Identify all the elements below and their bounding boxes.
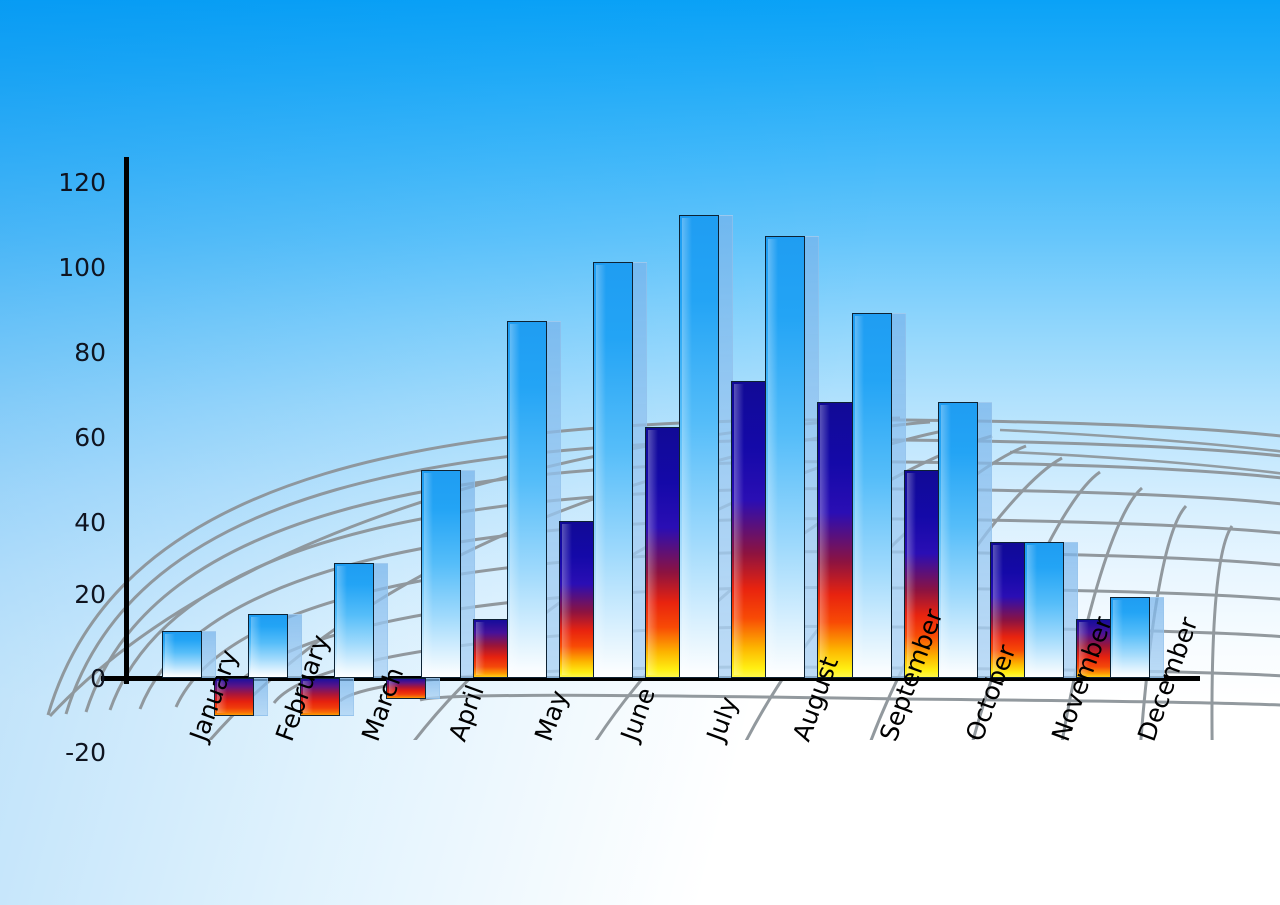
bar-gloss — [337, 566, 348, 675]
bar-series1-november — [1024, 542, 1078, 678]
y-axis-label-40: 40 — [74, 508, 106, 537]
bar-gloss — [648, 430, 658, 675]
x-axis-label-july: July — [701, 692, 744, 745]
bar-series1-july — [679, 214, 734, 678]
bar-face — [593, 261, 633, 678]
bar-series1-january — [162, 631, 216, 678]
bar-gloss — [682, 217, 693, 675]
bar-face — [248, 614, 289, 678]
bar-gloss — [940, 404, 951, 675]
bar-series1-may — [506, 321, 561, 678]
bar-face — [765, 236, 806, 678]
bar-face — [1110, 597, 1151, 678]
bar-gloss — [854, 315, 865, 675]
x-axis-label-june: June — [615, 683, 661, 745]
bar-face — [851, 312, 892, 678]
y-axis-label-0: 0 — [90, 664, 106, 693]
bar-gloss — [1027, 545, 1037, 675]
y-axis-label-20: 20 — [74, 580, 106, 609]
bar-gloss — [509, 324, 520, 675]
bar-series1-october — [937, 401, 992, 678]
bar-gloss — [1113, 600, 1124, 675]
bar-face — [506, 321, 547, 678]
bar-gloss — [475, 621, 486, 675]
bar-face — [679, 214, 720, 678]
bar-series1-december — [1110, 597, 1165, 678]
bar-face — [334, 563, 375, 678]
bar-series1-march — [334, 563, 389, 678]
bar-gloss — [561, 523, 572, 675]
bar-series2-february — [300, 678, 355, 717]
bar-series1-april — [420, 469, 475, 678]
bar-gloss — [734, 383, 745, 675]
y-axis-label-100: 100 — [58, 253, 106, 282]
bar-gloss — [820, 404, 831, 675]
bar-face — [162, 631, 202, 678]
bar-gloss — [596, 264, 606, 675]
bar-gloss — [423, 472, 434, 675]
bar-series1-june — [593, 261, 647, 678]
y-axis-label-60: 60 — [74, 423, 106, 452]
x-axis-label-may: May — [528, 686, 574, 745]
bar-series1-february — [248, 614, 303, 678]
x-axis-label-april: April — [442, 681, 490, 745]
bar-face — [937, 401, 978, 678]
y-axis-label-80: 80 — [74, 338, 106, 367]
bar-gloss — [251, 617, 262, 675]
bar-series1-september — [851, 312, 906, 678]
bar-face — [1024, 542, 1064, 678]
bar-gloss — [165, 634, 175, 675]
y-axis-label-120: 120 — [58, 168, 106, 197]
bar-face — [420, 469, 461, 678]
zero-baseline — [101, 676, 1200, 681]
y-axis-label-minus20: -20 — [65, 738, 106, 767]
bar-gloss — [768, 239, 779, 675]
bar-series1-august — [765, 236, 820, 678]
y-axis-line — [124, 157, 129, 684]
